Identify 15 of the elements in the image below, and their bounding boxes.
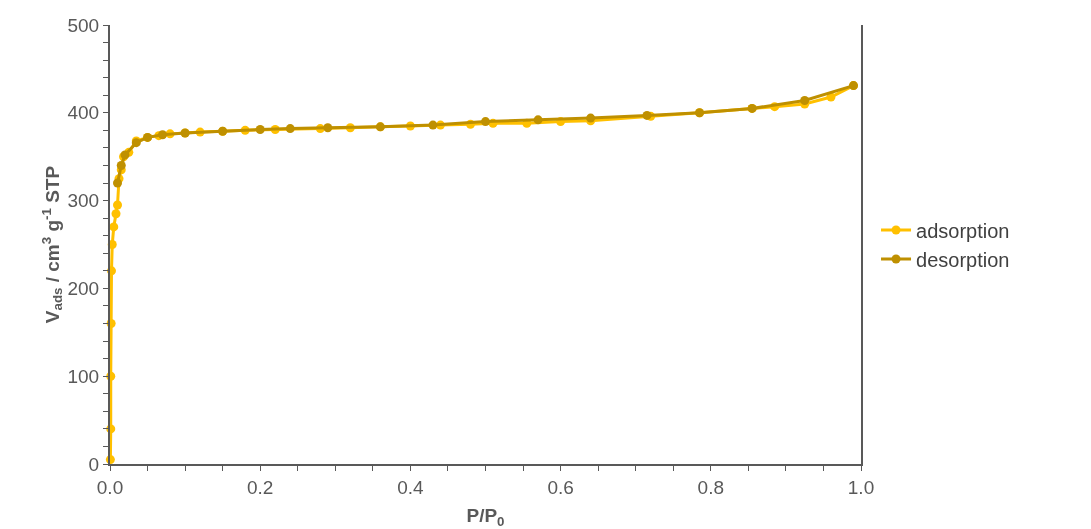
y-tick-label: 500 (67, 14, 100, 36)
y-tick-label: 0 (88, 453, 100, 475)
y-tick-label: 100 (67, 365, 100, 387)
legend-label: adsorption (916, 219, 1010, 242)
y-tick-label: 200 (67, 278, 100, 300)
x-tick-label: 1.0 (847, 476, 875, 498)
x-tick-label: 0.2 (246, 476, 274, 498)
y-tick-label: 300 (67, 190, 100, 212)
y-tick-label: 400 (67, 102, 100, 124)
x-tick-label: 0.8 (697, 476, 725, 498)
x-tick-label: 0.0 (96, 476, 124, 498)
x-tick-label: 0.6 (547, 476, 574, 498)
x-tick-label: 0.4 (397, 476, 425, 498)
legend-label: desorption (916, 248, 1010, 271)
x-axis-title: P/P$_{0}$ (466, 505, 505, 529)
